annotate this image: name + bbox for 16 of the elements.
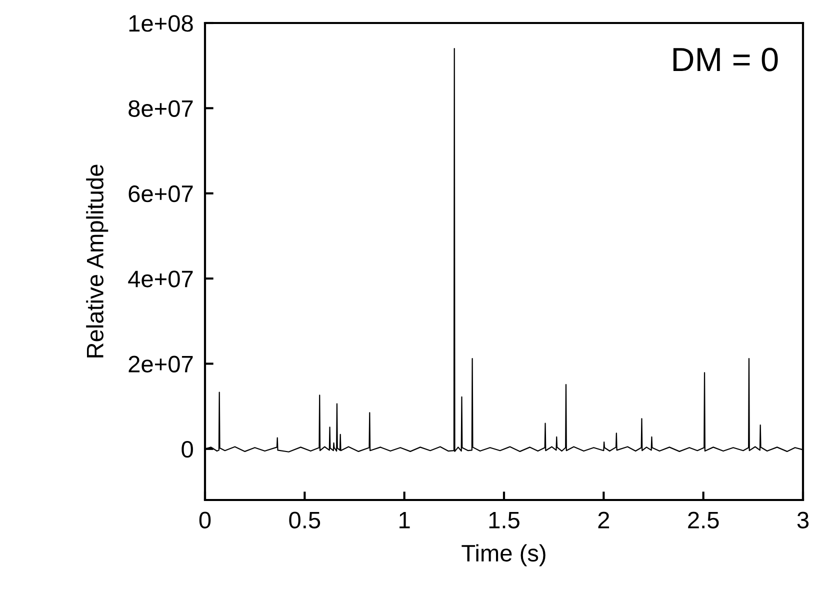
y-axis-title: Relative Amplitude <box>86 164 108 358</box>
y-tick-label: 4e+07 <box>128 270 193 288</box>
x-tick-label: 0.5 <box>289 512 320 528</box>
x-tick-label: 0 <box>199 512 211 528</box>
y-tick-label: 6e+07 <box>128 185 193 202</box>
y-tick-label: 8e+07 <box>128 100 193 117</box>
x-tick-label: 2.5 <box>688 512 719 528</box>
y-tick-label: 1e+08 <box>129 15 193 32</box>
annotation: DM = 0 <box>673 48 778 72</box>
x-tick-label: 1.5 <box>489 512 520 528</box>
x-axis-title: Time (s) <box>462 544 546 566</box>
y-tick-label: 0 <box>182 440 193 458</box>
y-tick-label: 2e+07 <box>128 356 193 372</box>
x-tick-label: 1 <box>400 512 410 528</box>
x-tick-label: 2 <box>598 512 610 528</box>
x-tick-label: 3 <box>797 512 809 528</box>
